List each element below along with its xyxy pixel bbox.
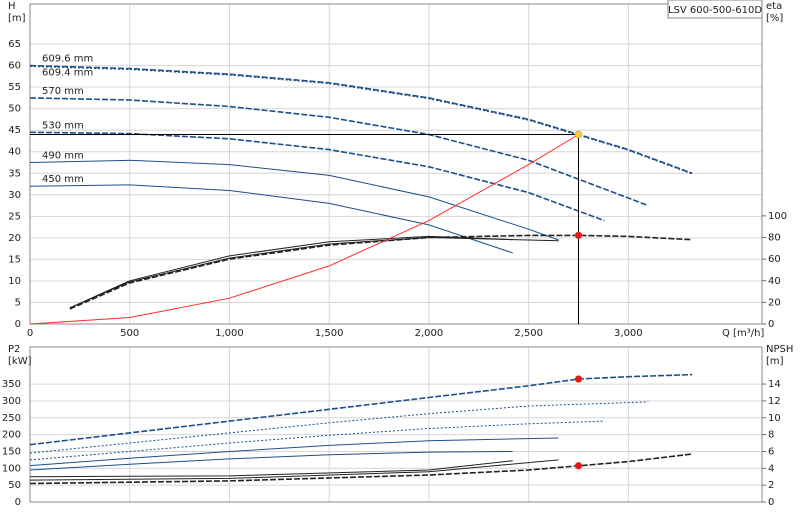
curve: [29, 184, 513, 254]
chart-title: LSV 600-500-610D: [668, 5, 762, 16]
x-tick-label: 500: [120, 328, 139, 339]
curve-label: 570 mm: [42, 86, 84, 97]
y-tick-label: 30: [8, 190, 21, 201]
x-tick-label: 1,500: [315, 328, 344, 339]
curve-label: 609.6 mm: [42, 54, 93, 65]
y-tick-label: 300: [2, 396, 21, 407]
y2-axis-label: eta: [766, 1, 782, 12]
y2-tick-label: 6: [768, 446, 774, 457]
curve: [29, 97, 649, 207]
curve: [29, 65, 693, 175]
curve: [29, 460, 513, 478]
y-tick-label: 25: [8, 211, 21, 222]
curve-label: 490 mm: [42, 150, 84, 161]
title-box: [667, 0, 763, 19]
y2-tick-label: 20: [768, 297, 781, 308]
x-tick-label: 3,000: [614, 328, 643, 339]
y-tick-label: 50: [8, 480, 21, 491]
y-tick-label: 45: [8, 125, 21, 136]
y-tick-label: 10: [8, 276, 21, 287]
x-tick-label: 2,500: [514, 328, 543, 339]
x-tick-label: 0: [27, 328, 33, 339]
curve: [29, 131, 605, 222]
curve-label: 609.4 mm: [42, 67, 93, 78]
y2-axis-unit: [m]: [766, 356, 784, 367]
y2-tick-label: 0: [768, 497, 774, 508]
curve: [29, 159, 559, 241]
curve-label: 530 mm: [42, 120, 84, 131]
curve: [29, 453, 693, 485]
duty-point: [574, 375, 583, 383]
y-tick-label: 5: [15, 297, 21, 308]
duty-point: [574, 462, 583, 470]
curve: [29, 437, 559, 467]
duty-point: [574, 231, 583, 240]
y-axis-unit: [m]: [8, 13, 26, 24]
y2-tick-label: 2: [768, 480, 774, 491]
y2-tick-label: 8: [768, 430, 774, 441]
curve: [29, 420, 605, 461]
y-tick-label: 0: [15, 319, 21, 330]
y2-axis-label: NPSH: [766, 344, 793, 355]
curve: [29, 134, 579, 325]
curve: [69, 235, 513, 309]
y-axis-label: P2: [8, 344, 20, 355]
curve-label: 450 mm: [42, 174, 84, 185]
y-tick-label: 60: [8, 61, 21, 72]
curve: [29, 451, 513, 471]
y-tick-label: 55: [8, 82, 21, 93]
curve: [29, 459, 559, 481]
y2-tick-label: 60: [768, 254, 781, 265]
y-tick-label: 35: [8, 168, 21, 179]
y-axis-label: H: [8, 1, 16, 12]
y-tick-label: 15: [8, 254, 21, 265]
y-tick-label: 150: [2, 446, 21, 457]
y2-tick-label: 4: [768, 463, 774, 474]
y2-tick-label: 80: [768, 233, 781, 244]
y-tick-label: 20: [8, 233, 21, 244]
curve: [29, 373, 693, 446]
plot-frame: [29, 3, 763, 325]
curve: [29, 64, 693, 175]
y-tick-label: 40: [8, 147, 21, 158]
y-tick-label: 65: [8, 39, 21, 50]
x-tick-label: 2,000: [415, 328, 444, 339]
x-axis-label: Q [m³/h]: [722, 328, 764, 339]
y-tick-label: 100: [2, 463, 21, 474]
y2-tick-label: 0: [768, 319, 774, 330]
y-tick-label: 50: [8, 104, 21, 115]
y2-axis-unit: [%]: [766, 13, 783, 24]
y-tick-label: 200: [2, 430, 21, 441]
y2-tick-label: 12: [768, 396, 781, 407]
y-tick-label: 250: [2, 413, 21, 424]
y2-tick-label: 10: [768, 413, 781, 424]
plot-frame: [29, 346, 763, 503]
curve: [69, 236, 559, 309]
y-tick-label: 350: [2, 379, 21, 390]
curve: [29, 401, 649, 454]
y2-tick-label: 14: [768, 379, 781, 390]
y2-tick-label: 40: [768, 276, 781, 287]
y-axis-unit: [kW]: [8, 356, 32, 367]
x-tick-label: 1,000: [215, 328, 244, 339]
y-tick-label: 0: [15, 497, 21, 508]
y2-tick-label: 100: [768, 211, 787, 222]
duty-point: [574, 130, 583, 139]
